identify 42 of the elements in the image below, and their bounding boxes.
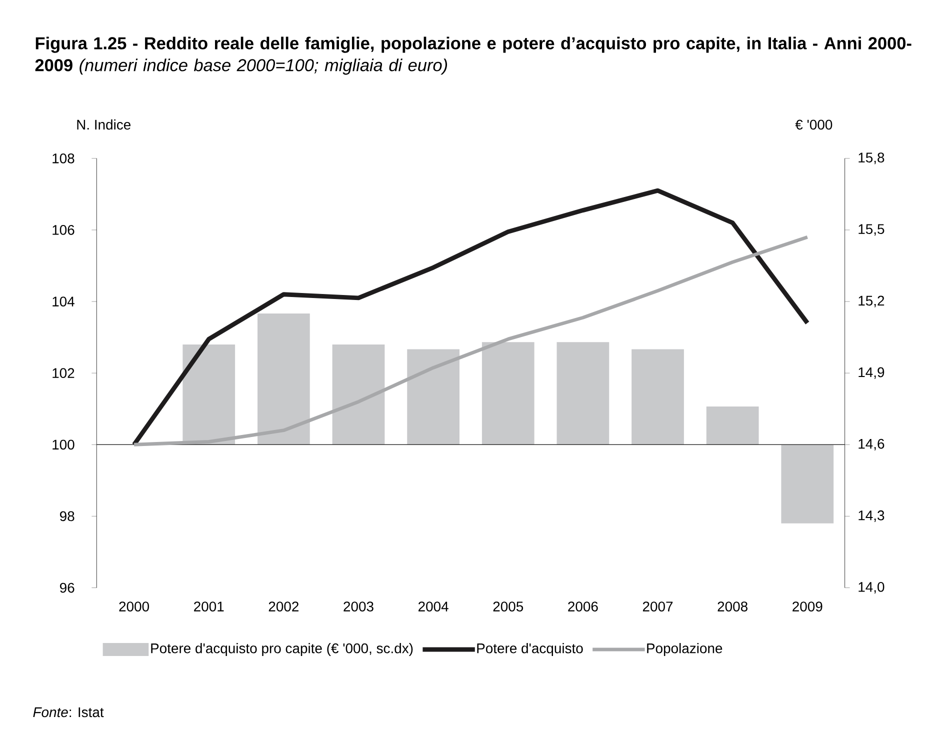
y-tick-label: 108 [52, 153, 74, 164]
y-tick-label: 106 [52, 224, 74, 235]
line-series [132, 235, 810, 446]
legend-label: Potere d'acquisto [477, 642, 583, 656]
legend-label: Popolazione [647, 642, 722, 656]
bar [182, 344, 236, 445]
y2-tick-label: 14,3 [858, 510, 884, 522]
y-tick-label: 104 [52, 296, 74, 306]
x-tick-label: 2008 [718, 601, 748, 612]
x-tick-label: 2003 [344, 601, 374, 612]
y-tick-label: 98 [60, 511, 74, 522]
x-tick-label: 2000 [119, 601, 150, 612]
x-tick-label: 2007 [642, 601, 673, 612]
legend-label: Potere d'acquisto pro capite (€ '000, sc.dx) [151, 642, 413, 656]
y-axis-title: N. Indice [77, 119, 131, 130]
bar [407, 349, 460, 445]
y2-tick-label: 15,8 [858, 152, 884, 164]
x-tick-label: 2006 [568, 601, 598, 612]
y2-tick-label: 15,5 [858, 224, 884, 236]
bar [556, 342, 610, 445]
bar [482, 342, 534, 445]
x-tick-label: 2002 [268, 601, 298, 612]
bar [332, 344, 385, 445]
bar [706, 406, 759, 445]
chart-title: Figura 1.25 - Reddito reale delle famiglie, popolazione e potere d’acquisto pro capite, in Italia - Anni 2000-2009 (numeri indice base 2000=100; migliaia di euro) [35, 36, 912, 75]
bar [781, 444, 834, 524]
bar [632, 349, 684, 445]
x-tick-label: 2005 [493, 601, 524, 612]
y2-tick-label: 14,6 [858, 438, 884, 450]
y2-tick-label: 15,2 [858, 296, 884, 308]
bar [257, 313, 310, 445]
line-series [132, 188, 810, 447]
y2-tick-label: 14,9 [858, 367, 884, 379]
y2-tick-label: 14,0 [858, 582, 884, 594]
text: Fonte: Istat [33, 707, 104, 718]
y-tick-label: 102 [52, 368, 74, 378]
y-tick-label: 100 [52, 440, 74, 450]
y2-axis-title: € '000 [795, 120, 832, 130]
y-tick-label: 96 [60, 582, 74, 593]
x-tick-label: 2004 [418, 601, 448, 612]
x-tick-label: 2009 [792, 601, 822, 612]
x-tick-label: 2001 [194, 601, 224, 612]
